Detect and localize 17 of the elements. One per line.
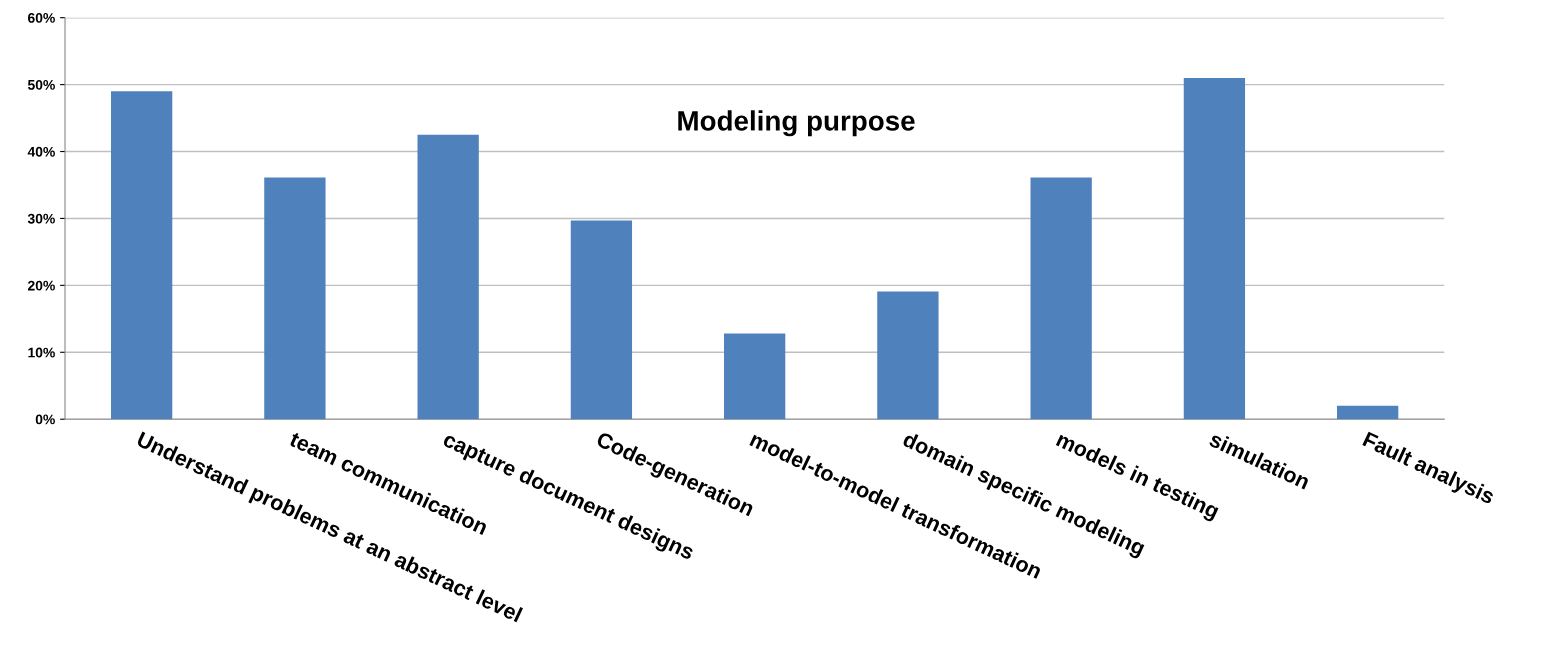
bar [1337, 405, 1399, 420]
y-tick-label: 50% [27, 79, 55, 90]
y-tick-label: 60% [28, 13, 55, 23]
bar [264, 177, 326, 420]
y-tick-label: 40% [27, 146, 55, 157]
bar [570, 220, 633, 420]
bar [1030, 177, 1092, 420]
y-tick-label: 30% [27, 213, 55, 224]
bar [110, 91, 173, 420]
text: Modeling purpose [678, 110, 915, 137]
y-tick-label: 0% [35, 414, 55, 425]
bar [417, 134, 479, 420]
bar [1183, 77, 1246, 420]
bar [724, 333, 786, 420]
y-tick-label: 20% [27, 280, 55, 291]
y-tick-label: 10% [28, 347, 55, 358]
bar [877, 291, 939, 420]
